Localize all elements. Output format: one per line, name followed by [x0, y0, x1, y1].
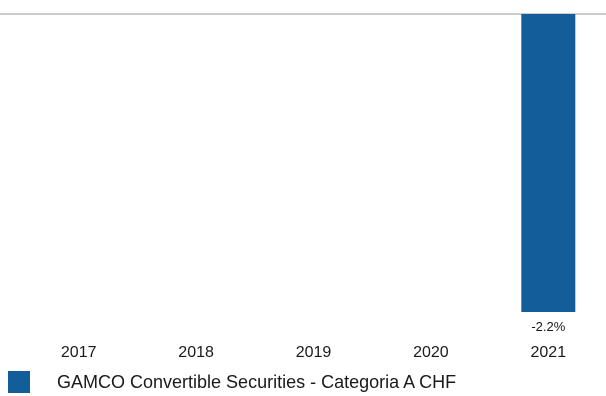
- bar-chart: 2017 2018 2019 2020 -2.2% 2021: [0, 13, 606, 361]
- x-tick-2019: 2019: [296, 344, 332, 361]
- data-label-2021: -2.2%: [531, 319, 565, 334]
- legend: GAMCO Convertible Securities - Categoria…: [8, 371, 456, 393]
- legend-swatch: [8, 371, 30, 393]
- x-tick-2018: 2018: [178, 344, 214, 361]
- x-tick-2021: 2021: [531, 344, 567, 361]
- bar-2021: [521, 14, 576, 312]
- x-tick-2017: 2017: [61, 344, 97, 361]
- x-tick-2020: 2020: [413, 344, 449, 361]
- legend-label: GAMCO Convertible Securities - Categoria…: [57, 371, 457, 392]
